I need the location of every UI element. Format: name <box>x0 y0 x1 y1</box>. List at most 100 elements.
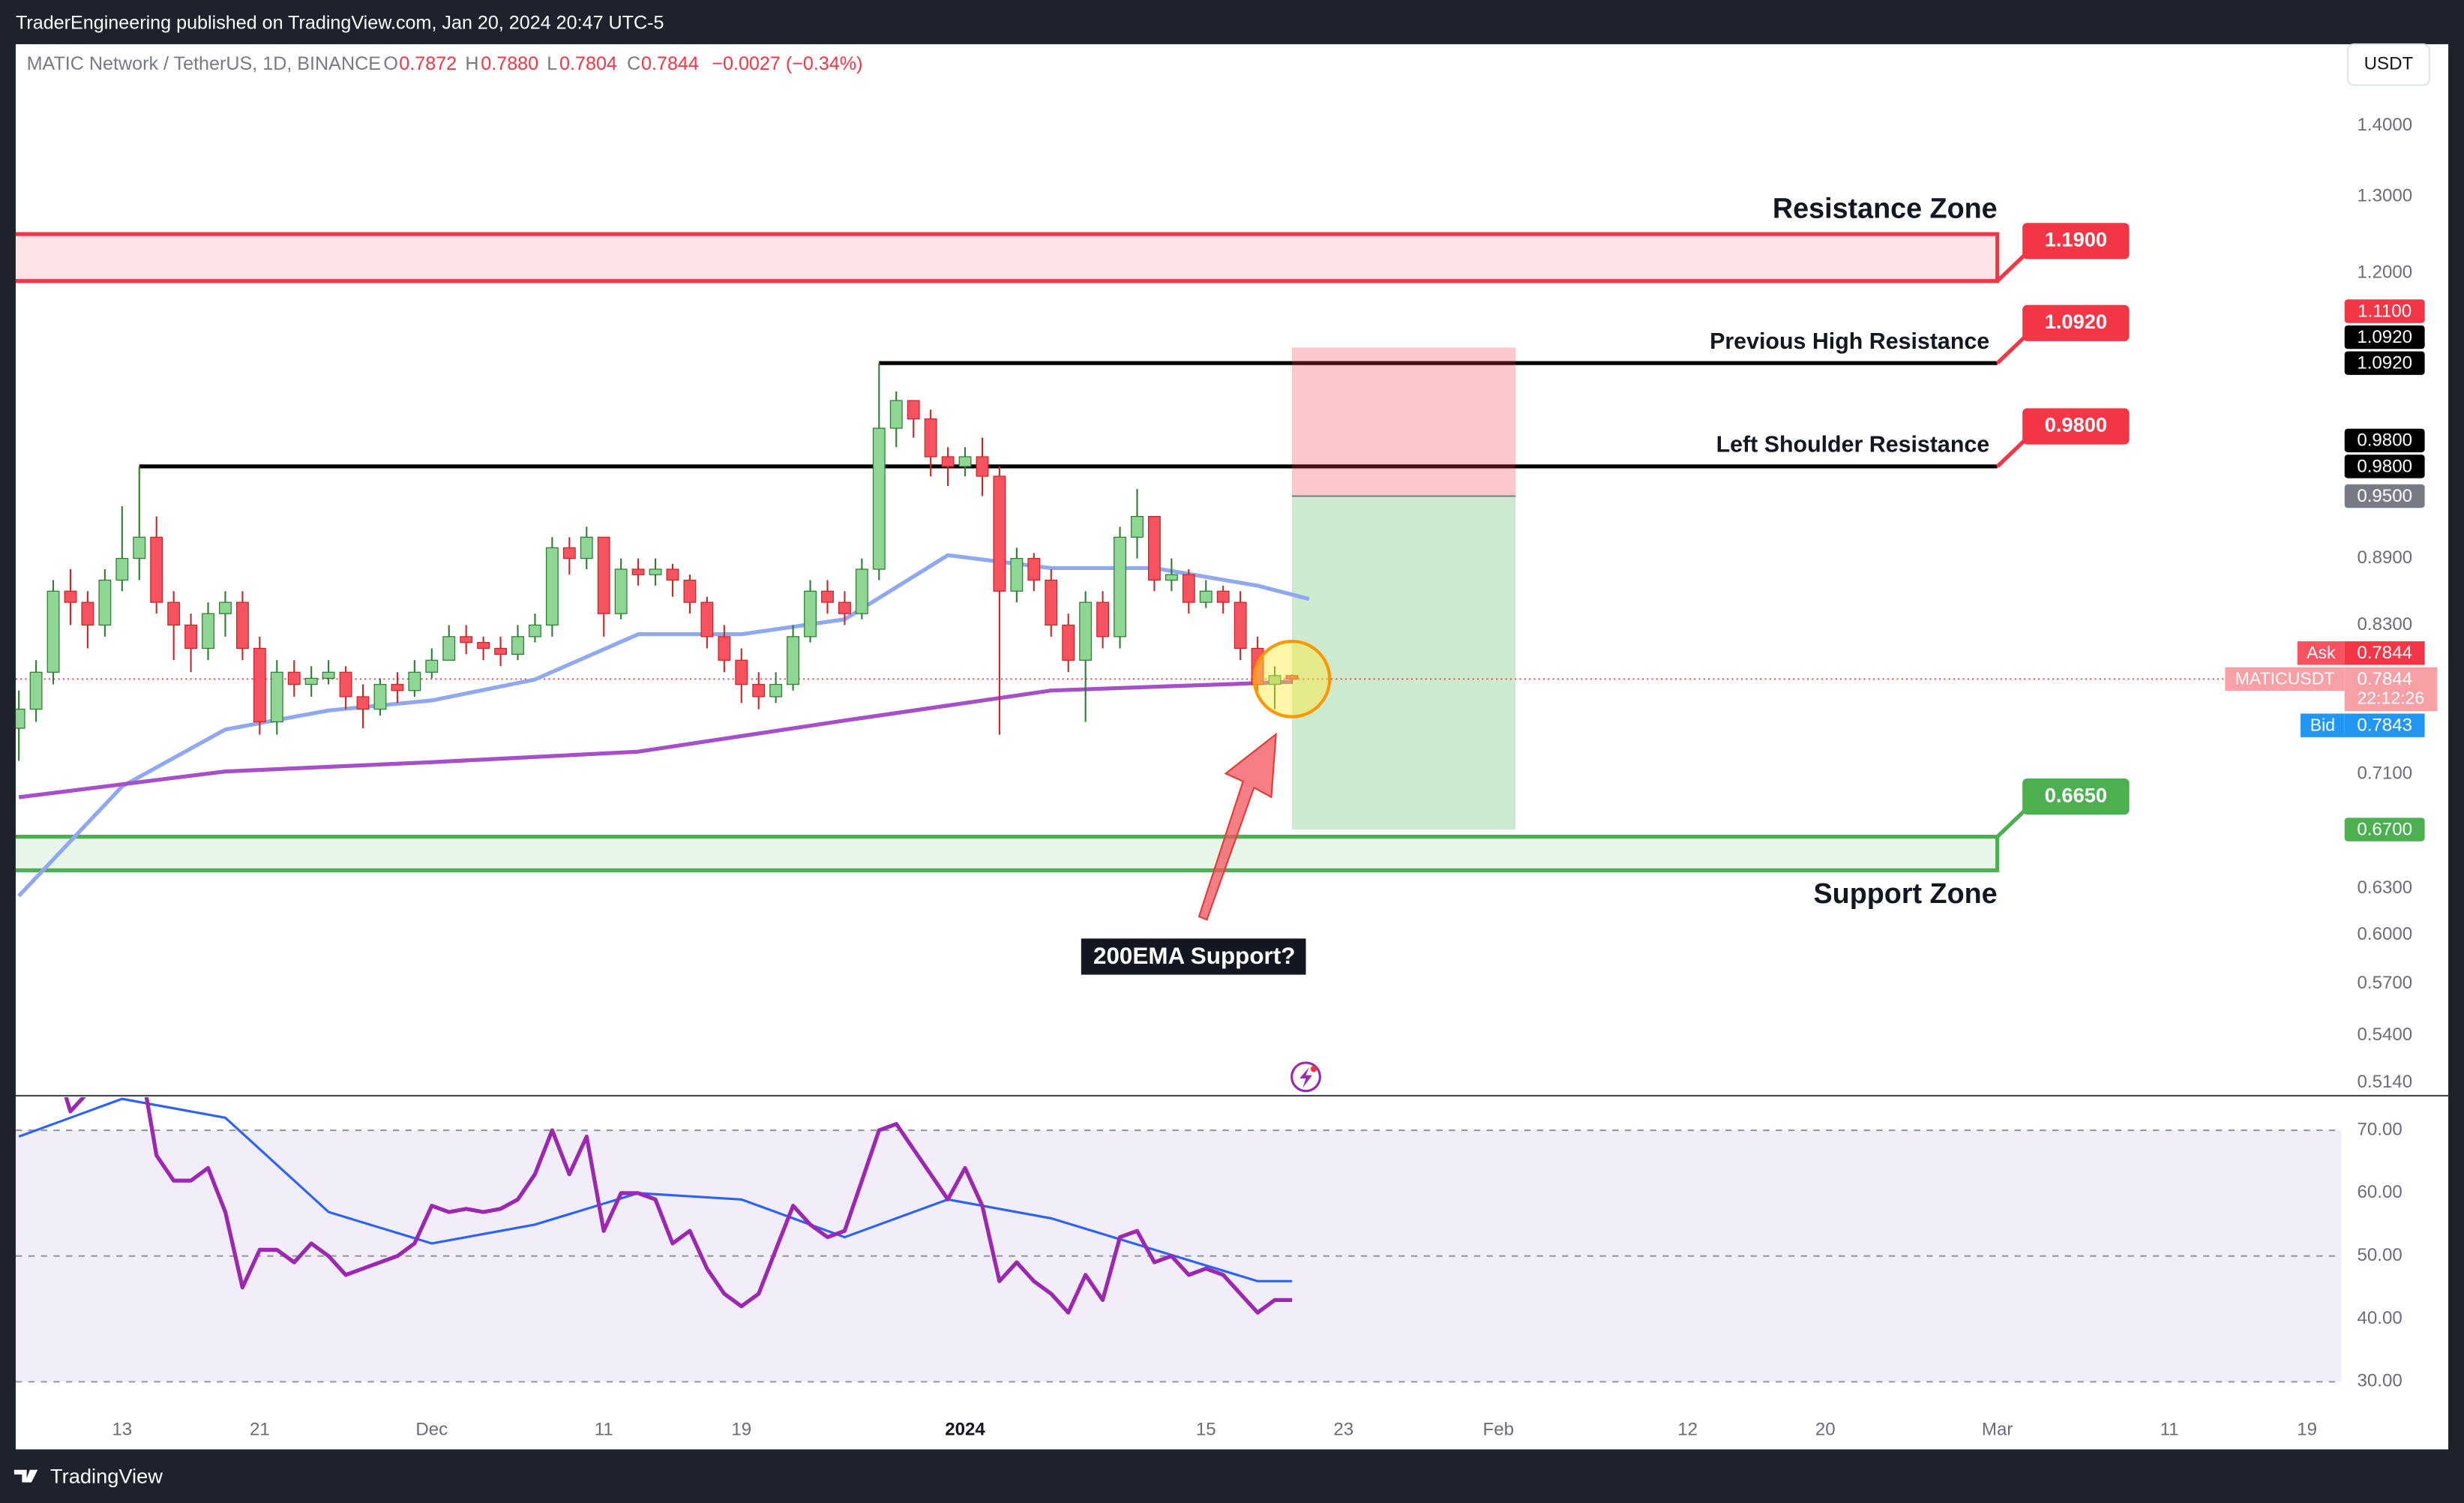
candle-body <box>1010 557 1024 592</box>
rsi-tick-label: 30.00 <box>2357 1371 2402 1391</box>
scale-label-text: 1.0920 <box>2357 353 2412 374</box>
candle-body <box>1027 557 1041 581</box>
candle-body <box>752 683 766 698</box>
x-tick-label: 20 <box>1815 1420 1836 1440</box>
ask-price <box>2344 641 2425 665</box>
candle-body <box>235 602 249 650</box>
x-tick-label: 12 <box>1677 1420 1698 1440</box>
x-tick-label: Mar <box>1982 1420 2013 1440</box>
candle-body <box>304 677 318 686</box>
scale-label-text: 0.9800 <box>2357 430 2412 451</box>
moving-average <box>18 680 1293 800</box>
y-tick-label: 0.6000 <box>2357 924 2412 944</box>
candle-body <box>115 557 129 581</box>
rsi-tick-label: 50.00 <box>2357 1245 2402 1265</box>
candle-body <box>993 476 1006 592</box>
candle-body <box>494 647 507 655</box>
candle-body <box>442 636 456 661</box>
ask-tag <box>2297 641 2345 665</box>
price-annotations <box>15 232 2342 873</box>
candle-body <box>804 590 817 638</box>
candle-body <box>855 568 868 614</box>
event-bolt <box>1299 1067 1312 1088</box>
scale-label <box>2344 454 2425 478</box>
x-tick-label: 15 <box>1196 1420 1216 1440</box>
scale-label-text: 0.6700 <box>2357 819 2412 839</box>
candle-body <box>1045 579 1058 626</box>
scale-label <box>2344 428 2425 453</box>
rsi-line <box>64 1097 1293 1315</box>
candle-body <box>976 456 989 477</box>
x-tick-label: 2024 <box>945 1420 985 1440</box>
candle-body <box>1216 590 1230 603</box>
ohlc-value: 0.7844 <box>641 53 699 74</box>
value-badge-label: 1.0920 <box>2045 310 2107 333</box>
candle-body <box>150 536 163 603</box>
ohlc-value: 0.7880 <box>481 53 538 74</box>
candle-body <box>614 568 628 614</box>
zone <box>15 232 2000 284</box>
ohlc-field: C <box>627 53 640 74</box>
candle-body <box>1268 675 1281 686</box>
candle-body <box>46 590 60 673</box>
candle-body <box>529 624 541 638</box>
candle-body <box>941 456 955 467</box>
bid-value: 0.7843 <box>2357 716 2412 736</box>
candle-body <box>787 636 800 686</box>
rsi-tick-label: 60.00 <box>2357 1182 2402 1202</box>
candle-body <box>1199 590 1213 603</box>
candle-body <box>718 636 731 661</box>
candle-body <box>339 671 352 698</box>
brand: TradingView <box>50 1464 163 1487</box>
ask-value: 0.7844 <box>2357 643 2412 663</box>
candle-body <box>167 602 181 626</box>
y-tick-label: 0.8900 <box>2357 548 2412 568</box>
callout-arrow <box>1198 732 1277 921</box>
y-tick-label: 1.2000 <box>2357 262 2412 282</box>
level-label: Left Shoulder Resistance <box>1716 432 1990 458</box>
candle-body <box>133 536 146 560</box>
candle-body <box>1285 675 1299 680</box>
last-price <box>2344 667 2438 712</box>
stop-area <box>1291 347 1516 496</box>
callout: 200EMA Support? <box>1093 943 1295 969</box>
symbol: MATIC Network / TetherUS, 1D, BINANCE <box>27 53 381 74</box>
x-tick-label: Feb <box>1483 1420 1515 1440</box>
candle-body <box>580 536 593 560</box>
x-tick-label: 11 <box>595 1420 613 1440</box>
candle-body <box>373 683 387 710</box>
ohlc-value: 0.7804 <box>559 53 617 74</box>
x-tick-label: 13 <box>112 1420 132 1440</box>
level-label: Previous High Resistance <box>1710 328 1989 354</box>
y-tick-label: 0.5140 <box>2357 1072 2412 1092</box>
scale-label <box>2344 818 2425 842</box>
candle-body <box>1131 515 1144 538</box>
candle-body <box>64 590 77 603</box>
currency[interactable]: USDT <box>2364 54 2414 74</box>
candle-body <box>29 671 43 710</box>
y-tick-label: 1.4000 <box>2357 115 2412 135</box>
candle-body <box>287 671 301 686</box>
candle-body <box>98 579 112 626</box>
value-badge-label: 0.6650 <box>2045 783 2107 806</box>
value-badge-label: 1.1900 <box>2045 228 2107 251</box>
ask-label: Ask <box>2307 643 2336 662</box>
value-badge <box>2022 778 2130 815</box>
y-tick-label: 1.3000 <box>2357 186 2412 206</box>
candle-body <box>425 659 439 673</box>
callout-box <box>1081 938 1306 975</box>
scale-label <box>2344 351 2425 375</box>
candle-body <box>219 602 232 614</box>
y-tick-label: 0.7100 <box>2357 764 2412 784</box>
zone-label: Support Zone <box>1814 878 1998 909</box>
labels: 1.4000 1.3000 1.2000 0.8900 0.8300 0.7100 0.63… <box>112 115 2438 1440</box>
candle-body <box>408 671 421 692</box>
target-area <box>1291 496 1516 830</box>
candle-body <box>769 683 783 698</box>
candle-body <box>81 602 94 626</box>
price-series <box>15 363 1332 898</box>
candle-body <box>649 568 662 575</box>
change: −0.0027 (−0.34%) <box>712 53 862 74</box>
currency-button[interactable] <box>2346 43 2430 86</box>
candle-body <box>253 647 266 723</box>
